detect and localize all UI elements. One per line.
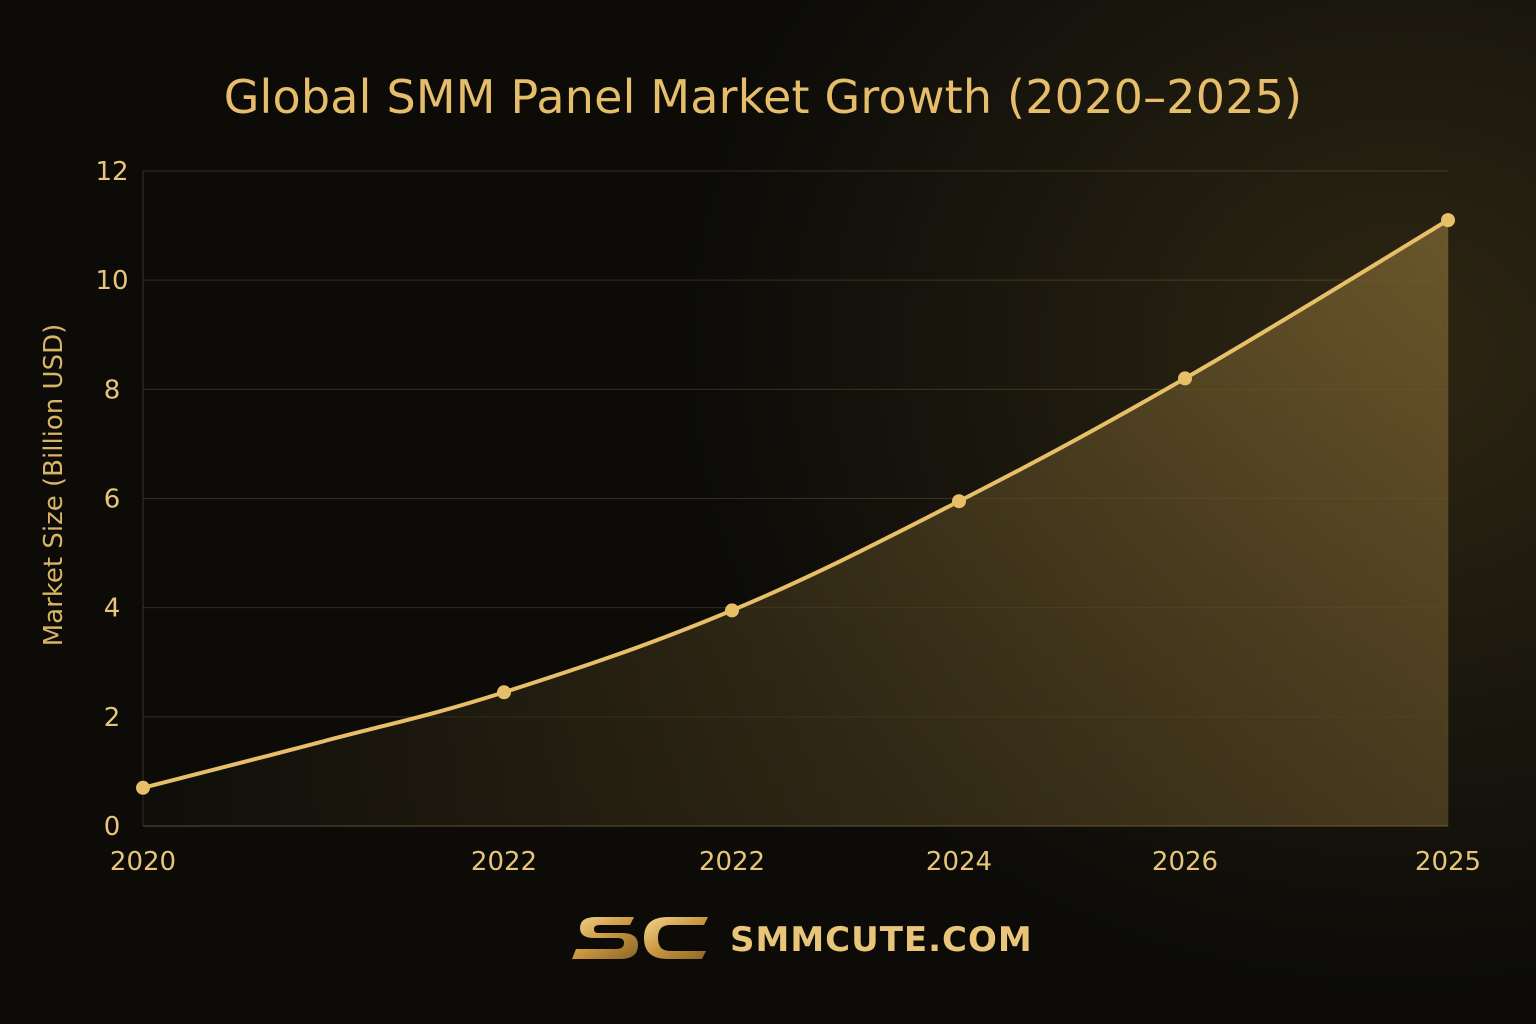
chart-title: Global SMM Panel Market Growth (2020–202… (223, 70, 1303, 124)
y-axis-label: Market Size (Billion USD) (39, 324, 69, 647)
x-tick-labels: 2020 2022 2022 2024 2026 2025 (110, 847, 1481, 877)
y-tick-12: 12 (95, 157, 128, 187)
series-path (141, 218, 1450, 790)
data-point-6 (1441, 213, 1455, 228)
data-markers (136, 213, 1455, 795)
x-tick-5: 2026 (1152, 847, 1218, 877)
y-tick-labels: 0 2 4 6 8 10 12 (95, 157, 128, 842)
x-tick-2: 2022 (471, 847, 537, 877)
y-tick-2: 2 (104, 703, 121, 733)
x-tick-0: 2020 (110, 847, 176, 877)
area-fade-shape (143, 220, 1448, 826)
y-tick-0: 0 (104, 812, 121, 842)
series-line (141, 218, 1450, 790)
y-tick-8: 8 (104, 375, 121, 405)
data-point-5 (1178, 371, 1192, 386)
sc-logo-icon (572, 917, 708, 959)
x-tick-4: 2024 (926, 847, 992, 877)
x-tick-6: 2025 (1415, 847, 1481, 877)
data-point-0 (136, 780, 150, 795)
data-point-2 (497, 685, 511, 700)
area-fill (143, 220, 1448, 827)
x-tick-3: 2022 (699, 847, 765, 877)
brand-name: SMMCUTE.COM (730, 920, 1033, 960)
y-tick-10: 10 (95, 266, 128, 296)
brand: SMMCUTE.COM (572, 910, 1033, 970)
data-point-4 (952, 494, 966, 509)
data-point-3 (725, 603, 739, 618)
y-tick-6: 6 (104, 485, 121, 515)
y-tick-4: 4 (104, 594, 121, 624)
